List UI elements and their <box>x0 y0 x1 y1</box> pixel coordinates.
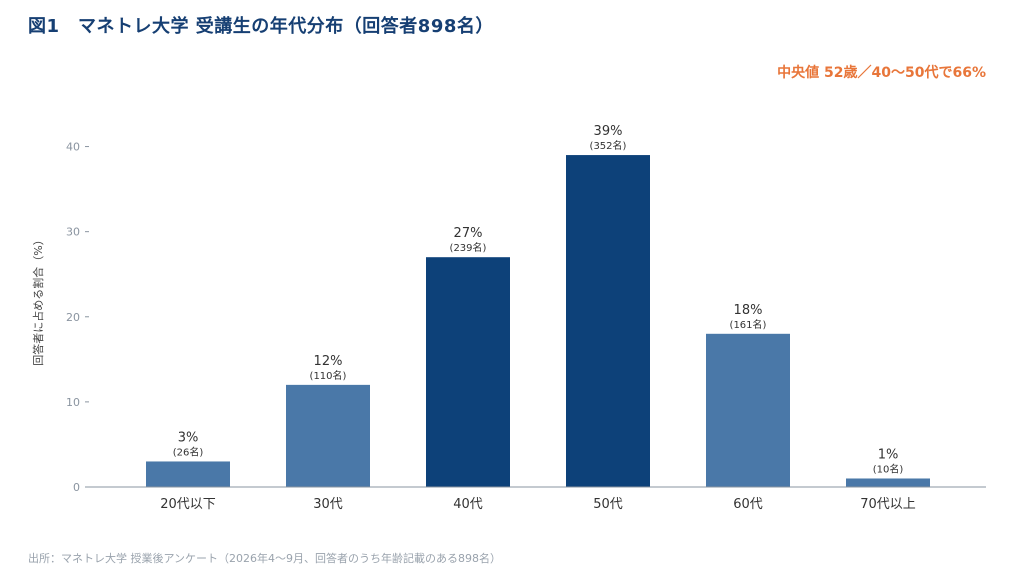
bar-value-label: 27% <box>454 226 483 241</box>
y-axis: 0 10 20 30 40 <box>66 141 89 494</box>
x-axis-labels: 20代以下 30代 40代 50代 60代 70代以上 <box>160 497 916 512</box>
bar-3 <box>566 155 650 488</box>
bar-4 <box>706 333 790 487</box>
bar-value-label: 39% <box>594 124 623 139</box>
y-tick-label: 40 <box>66 141 80 154</box>
bar-count-label: (10名) <box>873 462 904 475</box>
median-callout: 中央値 52歳／40〜50代で66% <box>777 65 986 81</box>
source-note: 出所：マネトレ大学 授業後アンケート（2026年4〜9月、回答者のうち年齢記載の… <box>28 552 502 565</box>
x-category-label: 40代 <box>453 497 483 512</box>
x-category-label: 60代 <box>733 497 763 512</box>
bar-count-label: (161名) <box>730 318 767 331</box>
bar-5 <box>846 478 930 487</box>
x-category-label: 30代 <box>313 497 343 512</box>
bar-count-label: (352名) <box>590 139 627 152</box>
bar-2 <box>426 257 510 487</box>
bar-1 <box>286 384 370 487</box>
chart-title: 図1 マネトレ大学 受講生の年代分布（回答者898名） <box>28 16 494 37</box>
bar-value-label: 12% <box>314 354 343 369</box>
bar-value-label: 3% <box>178 430 199 445</box>
x-category-label: 20代以下 <box>160 497 216 512</box>
bar-count-label: (26名) <box>173 445 204 458</box>
x-category-label: 70代以上 <box>860 497 916 512</box>
bars: 3%(26名) 12%(110名) 27%(239名) 39%(352名) 18%(16… <box>146 124 930 488</box>
x-category-label: 50代 <box>593 497 623 512</box>
bar-count-label: (110名) <box>310 369 347 382</box>
bar-count-label: (239名) <box>450 241 487 254</box>
bar-value-label: 18% <box>734 303 763 318</box>
y-tick-label: 0 <box>73 481 80 494</box>
bar-value-label: 1% <box>878 447 899 462</box>
bar-0 <box>146 461 230 487</box>
y-tick-label: 30 <box>66 226 80 239</box>
y-axis-label: 回答者に占める割合（%） <box>31 234 45 365</box>
y-tick-label: 10 <box>66 396 80 409</box>
y-tick-label: 20 <box>66 311 80 324</box>
